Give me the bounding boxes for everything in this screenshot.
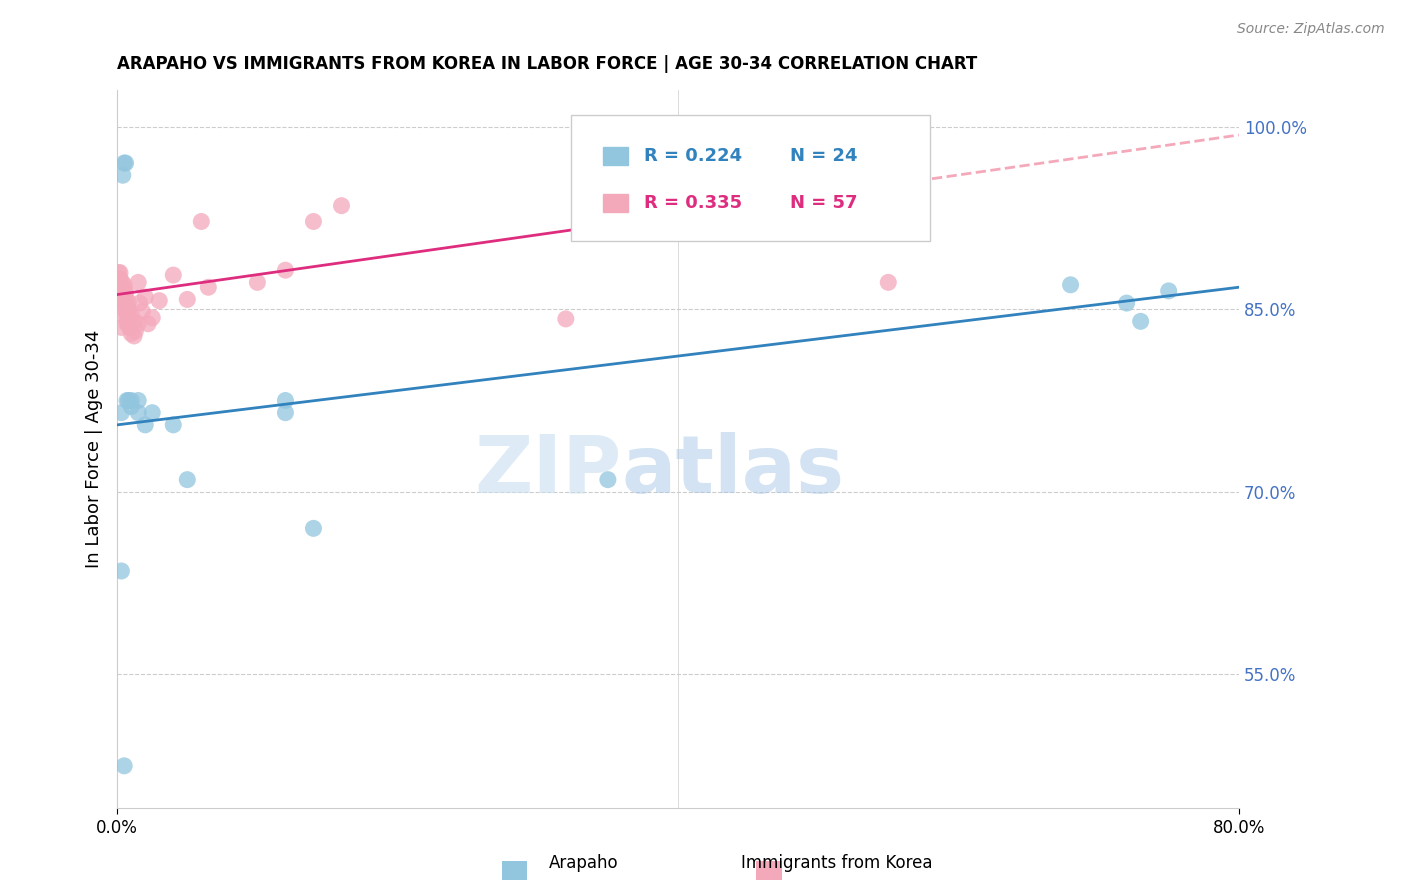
Point — [596, 473, 619, 487]
Point — [190, 214, 212, 228]
Point — [115, 308, 138, 322]
Text: N = 57: N = 57 — [790, 194, 858, 211]
Point — [118, 320, 141, 334]
Text: ZIP: ZIP — [475, 432, 621, 509]
Text: N = 24: N = 24 — [790, 147, 858, 165]
Point — [148, 293, 170, 308]
Point — [112, 296, 135, 310]
Point — [117, 310, 139, 325]
Point — [114, 310, 136, 325]
Point — [246, 276, 269, 290]
Point — [107, 271, 129, 285]
Point — [330, 199, 353, 213]
Point — [141, 310, 163, 325]
FancyBboxPatch shape — [603, 194, 627, 212]
Point — [108, 277, 131, 292]
Point — [120, 400, 142, 414]
Point — [176, 293, 198, 307]
Text: Arapaho: Arapaho — [548, 855, 619, 872]
Point — [120, 317, 142, 331]
Text: R = 0.224: R = 0.224 — [644, 147, 742, 165]
Text: atlas: atlas — [621, 432, 845, 509]
Point — [120, 393, 142, 408]
Point — [176, 473, 198, 487]
Point — [110, 290, 132, 304]
Point — [114, 291, 136, 305]
Point — [162, 417, 184, 432]
Point — [110, 320, 132, 334]
FancyBboxPatch shape — [603, 147, 627, 165]
Y-axis label: In Labor Force | Age 30-34: In Labor Force | Age 30-34 — [86, 330, 103, 568]
Point — [110, 274, 132, 288]
Point — [112, 302, 135, 317]
Point — [1157, 284, 1180, 298]
Point — [197, 280, 219, 294]
Text: ARAPAHO VS IMMIGRANTS FROM KOREA IN LABOR FORCE | AGE 30-34 CORRELATION CHART: ARAPAHO VS IMMIGRANTS FROM KOREA IN LABO… — [117, 55, 977, 73]
Point — [115, 317, 138, 331]
Point — [107, 266, 129, 280]
Point — [695, 214, 717, 228]
Point — [120, 326, 142, 341]
Point — [274, 263, 297, 277]
Point — [134, 290, 156, 304]
Point — [131, 304, 153, 318]
Point — [112, 156, 135, 170]
FancyBboxPatch shape — [571, 115, 931, 241]
Point — [112, 277, 135, 292]
Point — [127, 406, 149, 420]
Point — [111, 296, 134, 310]
Point — [111, 168, 134, 182]
Point — [115, 300, 138, 314]
Point — [1115, 296, 1137, 310]
Point — [117, 318, 139, 332]
Point — [141, 406, 163, 420]
Text: Source: ZipAtlas.com: Source: ZipAtlas.com — [1237, 22, 1385, 37]
Point — [110, 564, 132, 578]
Point — [128, 296, 150, 310]
Point — [779, 178, 801, 192]
Point — [108, 266, 131, 280]
Point — [117, 393, 139, 408]
Point — [302, 521, 325, 535]
Point — [114, 297, 136, 311]
Text: Immigrants from Korea: Immigrants from Korea — [741, 855, 932, 872]
Point — [1059, 277, 1081, 292]
Point — [120, 308, 142, 322]
Point — [127, 317, 149, 331]
Point — [110, 286, 132, 301]
Point — [124, 324, 146, 338]
Point — [114, 285, 136, 299]
Point — [112, 759, 135, 773]
Point — [112, 290, 135, 304]
Point — [554, 312, 576, 326]
Point — [117, 302, 139, 317]
Point — [111, 287, 134, 301]
Point — [127, 393, 149, 408]
Point — [274, 393, 297, 408]
Point — [122, 314, 145, 328]
Point — [1129, 314, 1152, 328]
Point — [115, 393, 138, 408]
Point — [162, 268, 184, 282]
Point — [112, 284, 135, 298]
Point — [302, 214, 325, 228]
Point — [110, 280, 132, 294]
Point — [136, 317, 159, 331]
Point — [134, 417, 156, 432]
Text: R = 0.335: R = 0.335 — [644, 194, 742, 211]
Point — [114, 303, 136, 318]
Point — [877, 276, 900, 290]
Point — [127, 276, 149, 290]
Point — [108, 271, 131, 285]
Point — [274, 406, 297, 420]
Point — [114, 156, 136, 170]
Point — [117, 294, 139, 309]
Point — [111, 280, 134, 294]
Point — [122, 329, 145, 343]
Point — [110, 406, 132, 420]
